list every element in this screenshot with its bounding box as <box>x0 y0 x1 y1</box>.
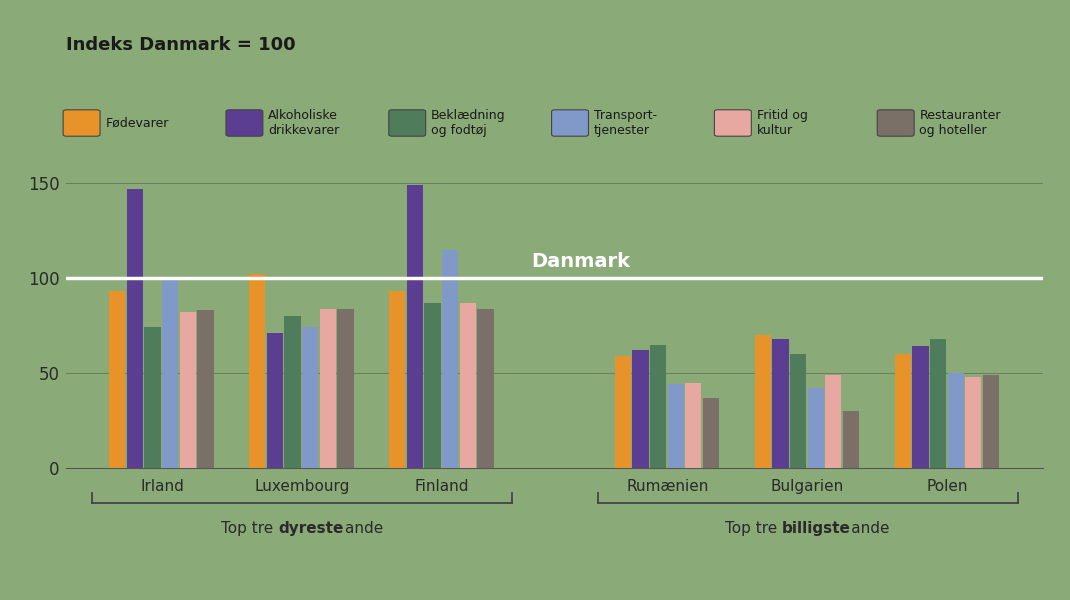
Bar <box>249 274 265 468</box>
Bar <box>649 344 667 468</box>
Text: Top tre dyreste lande: Top tre dyreste lande <box>220 521 383 536</box>
Bar <box>477 308 493 468</box>
Bar <box>285 316 301 468</box>
Bar <box>685 383 702 468</box>
Bar <box>632 350 648 468</box>
Bar <box>389 292 406 468</box>
Bar <box>109 292 125 468</box>
Bar <box>843 411 859 468</box>
Bar <box>825 375 841 468</box>
Bar <box>442 250 458 468</box>
Text: Danmark: Danmark <box>531 251 630 271</box>
Bar <box>162 278 179 468</box>
Bar <box>913 346 929 468</box>
Text: Top tre billigste lande: Top tre billigste lande <box>725 521 890 536</box>
Bar <box>337 308 353 468</box>
Bar <box>197 310 214 468</box>
Bar <box>754 335 771 468</box>
Bar <box>126 189 143 468</box>
Text: Fødevarer: Fødevarer <box>106 116 169 130</box>
Bar <box>302 328 318 468</box>
Bar <box>407 185 423 468</box>
Bar <box>948 373 964 468</box>
Text: Alkoholiske
drikkevarer: Alkoholiske drikkevarer <box>269 109 339 137</box>
Bar <box>460 303 476 468</box>
Bar <box>180 313 196 468</box>
Bar <box>320 308 336 468</box>
Bar <box>773 339 789 468</box>
Text: dyreste: dyreste <box>278 521 343 536</box>
Bar <box>790 354 806 468</box>
Text: billigste: billigste <box>781 521 851 536</box>
Text: Restauranter
og hoteller: Restauranter og hoteller <box>919 109 1002 137</box>
Bar <box>144 328 160 468</box>
Text: Beklædning
og fodtøj: Beklædning og fodtøj <box>431 109 506 137</box>
Bar <box>703 398 719 468</box>
Bar <box>930 339 946 468</box>
Bar <box>808 388 824 468</box>
Bar <box>983 375 999 468</box>
Bar <box>614 356 631 468</box>
Text: Fritid og
kultur: Fritid og kultur <box>756 109 808 137</box>
Bar <box>965 377 981 468</box>
Bar <box>895 354 911 468</box>
Bar <box>668 385 684 468</box>
Text: Transport-
tjenester: Transport- tjenester <box>594 109 657 137</box>
Bar <box>266 333 282 468</box>
Bar <box>425 303 441 468</box>
Text: Indeks Danmark = 100: Indeks Danmark = 100 <box>66 36 296 54</box>
